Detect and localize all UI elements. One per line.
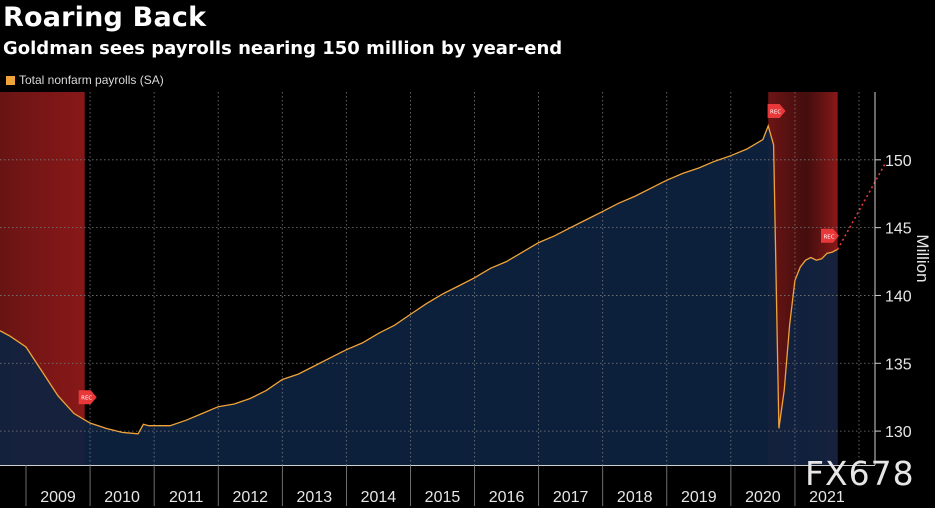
y-tick-label: 135 [885, 356, 912, 373]
marker-shape [78, 390, 97, 405]
legend: Total nonfarm payrolls (SA) [6, 73, 164, 87]
grid-lines [0, 92, 875, 465]
x-tick-label: 2014 [361, 489, 397, 506]
y-tick-label: 140 [885, 288, 912, 305]
payrolls-line-group [0, 123, 887, 435]
x-tick-label: 2013 [297, 489, 333, 506]
x-tick-label: 2020 [745, 489, 781, 506]
marker-label: REC [770, 110, 781, 116]
x-tick-label: 2011 [169, 489, 204, 506]
projection-line [836, 162, 887, 250]
marker-label: REC [823, 234, 834, 240]
y-tick-label: 130 [885, 424, 912, 441]
legend-swatch [6, 75, 15, 85]
y-tick-label: 150 [885, 153, 912, 170]
y-axis-label: Million [913, 234, 932, 282]
marker-shape [767, 104, 786, 118]
x-tick-label: 2012 [232, 489, 268, 506]
x-tick-label: 2017 [553, 489, 589, 506]
marker-label: REC [81, 396, 92, 402]
x-tick-label: 2021 [809, 489, 845, 506]
y-tick-label: 145 [885, 221, 912, 238]
recession-marker: REC [767, 104, 786, 118]
recession-marker: REC [821, 228, 839, 243]
axes: 130 135 140 145 150 Million 2009 2010 2011 2012 20… [0, 92, 932, 506]
payrolls-area [0, 125, 838, 466]
legend-label: Total nonfarm payrolls (SA) [19, 73, 164, 87]
x-tick-label: 2019 [681, 489, 717, 506]
recession-markers: REC REC REC [78, 104, 839, 405]
area-fill [0, 125, 838, 466]
chart-subtitle: Goldman sees payrolls nearing 150 millio… [3, 38, 563, 59]
x-tick-label: 2015 [425, 489, 461, 506]
x-tick-label: 2016 [489, 489, 525, 506]
marker-shape [821, 228, 839, 243]
payrolls-line [0, 123, 838, 435]
chart-title: Roaring Back [3, 2, 207, 33]
recession-marker: REC [78, 390, 97, 405]
x-tick-label: 2010 [104, 489, 140, 506]
watermark: FX678 [805, 454, 915, 493]
x-tick-label: 2009 [40, 489, 76, 506]
x-tick-label: 2018 [617, 489, 653, 506]
